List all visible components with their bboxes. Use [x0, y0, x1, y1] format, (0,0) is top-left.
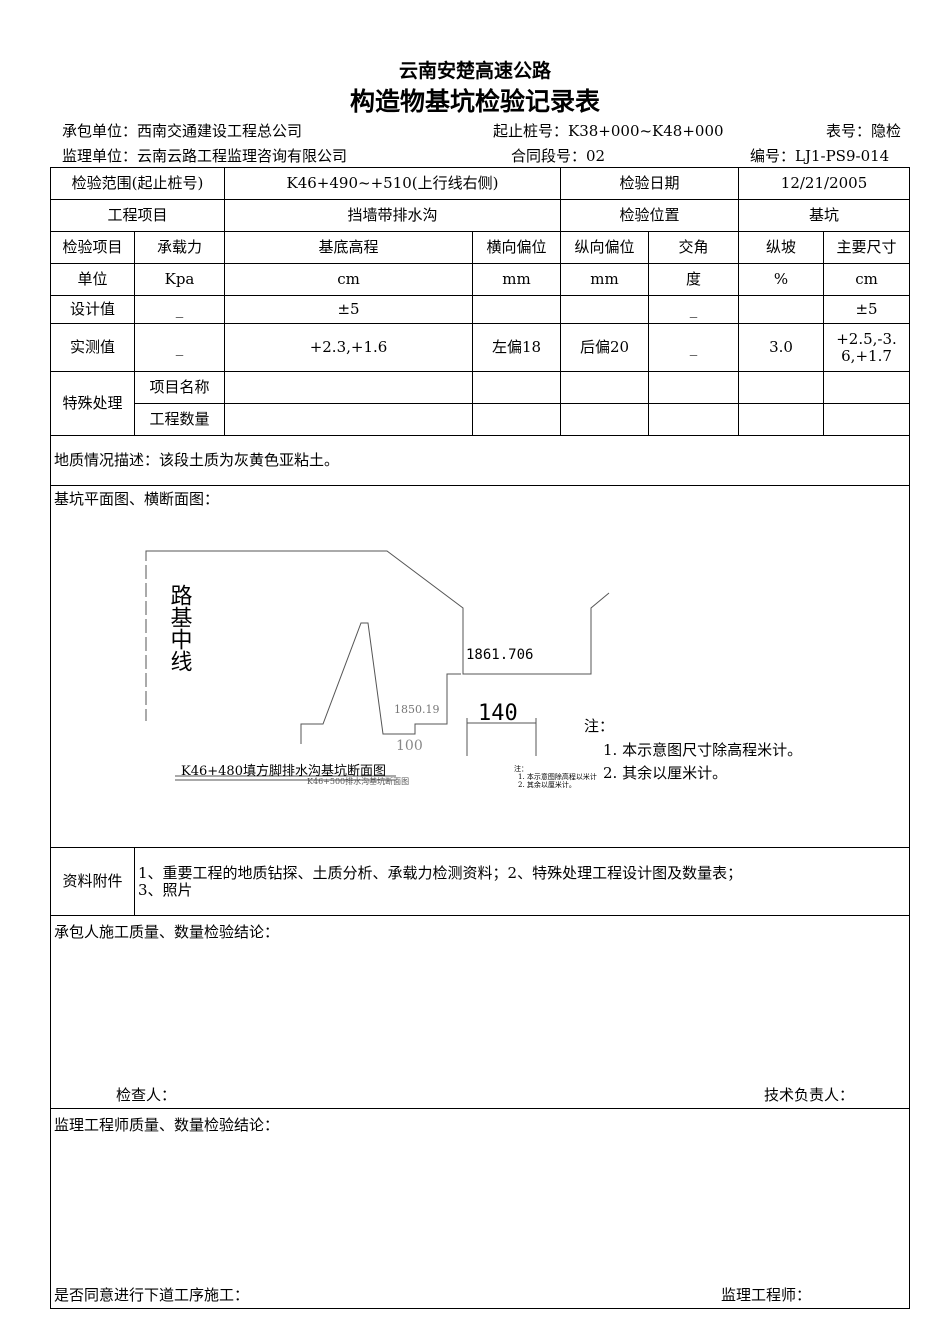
serial-no: 编号：LJ1-PS9-014 — [750, 147, 890, 165]
cell: ±5 — [823, 295, 911, 324]
drawing-label: 基坑平面图、横断面图： — [54, 490, 220, 508]
cell: cm — [823, 263, 911, 296]
position-value: 基坑 — [738, 199, 911, 232]
small-note-title: 注： — [514, 764, 528, 773]
cell — [560, 295, 649, 324]
note-title: 注： — [584, 717, 614, 735]
cell: ±5 — [224, 295, 473, 324]
supervisor: 监理单位：云南云路工程监理咨询有限公司 — [62, 147, 348, 165]
contractor-conclusion: 承包人施工质量、数量检验结论： — [54, 923, 280, 941]
header-cell: 横向偏位 — [472, 231, 561, 264]
header-cell: 交角 — [647, 231, 740, 264]
drawing-cell: 基坑平面图、横断面图： 路基中线 1861.706 1850.19 140 10… — [49, 485, 911, 848]
engineer-label: 监理工程师： — [721, 1286, 812, 1304]
contract-section: 合同段号：02 — [511, 147, 606, 165]
cross-section-drawing: 路基中线 1861.706 1850.19 140 100 K46+480填方脚… — [145, 550, 802, 789]
subtitle: 云南安楚高速公路 — [398, 60, 551, 82]
caption-1: K46+480填方脚排水沟基坑断面图 — [181, 763, 386, 779]
date-value: 12/21/2005 — [738, 167, 911, 200]
tech-lead-label: 技术负责人： — [764, 1086, 855, 1104]
small-note-2: 2. 其余以厘米计。 — [518, 780, 576, 789]
header-cell: 承载力 — [134, 231, 225, 264]
measured-row: 实测值 _ +2.3,+1.6 左偏18 后偏20 _ 3.0 +2.5,-3.6,+1.7 — [50, 323, 911, 372]
cell: Kpa — [134, 263, 225, 296]
cell: 后偏20 — [560, 323, 649, 372]
geology: 地质情况描述：该段土质为灰黄色亚粘土。 — [49, 435, 911, 486]
cell: +2.5,-3.6,+1.7 — [823, 323, 911, 372]
cell: 实测值 — [50, 323, 135, 372]
cell: _ — [134, 295, 225, 324]
note-1: 1. 本示意图尺寸除高程米计。 — [603, 741, 802, 759]
special-name-label: 项目名称 — [134, 371, 225, 404]
caption-2: K46+500排水沟基坑断面图 — [307, 776, 409, 786]
width-100: 100 — [396, 738, 423, 754]
centerline-label: 路基中线 — [167, 584, 193, 672]
attach-text-1: 1、重要工程的地质钻探、土质分析、承载力检测资料；2、特殊处理工程设计图及数量表… — [138, 863, 743, 882]
cell: 设计值 — [50, 295, 135, 324]
cell — [472, 295, 561, 324]
station-range: 起止桩号：K38+000~K48+000 — [493, 122, 724, 140]
cell: _ — [647, 323, 740, 372]
small-note-1: 1. 本示意图除高程以米计 — [518, 772, 597, 781]
cell: cm — [224, 263, 473, 296]
header-cell: 纵向偏位 — [560, 231, 649, 264]
header-cell: 基底高程 — [224, 231, 473, 264]
cell: +2.3,+1.6 — [224, 323, 473, 372]
inspector-label: 检查人： — [116, 1086, 177, 1104]
proceed-label: 是否同意进行下道工序施工： — [54, 1286, 250, 1304]
note-2: 2. 其余以厘米计。 — [603, 764, 727, 782]
page-title: 构造物基坑检验记录表 — [349, 87, 600, 116]
cell: mm — [560, 263, 649, 296]
project-value: 挡墙带排水沟 — [224, 199, 561, 232]
cell: 3.0 — [738, 323, 825, 372]
header-cell: 主要尺寸 — [823, 231, 911, 264]
header-cell: 检验项目 — [50, 231, 135, 264]
attach-text-2: 3、照片 — [138, 880, 193, 899]
cell: 单位 — [50, 263, 135, 296]
width-140: 140 — [478, 701, 518, 726]
cell: _ — [134, 323, 225, 372]
project-label: 工程项目 — [50, 199, 225, 232]
header-row: 检验项目 承载力 基底高程 横向偏位 纵向偏位 交角 纵坡 主要尺寸 — [50, 231, 911, 264]
cell — [738, 295, 825, 324]
cell: 左偏18 — [472, 323, 561, 372]
design-row: 设计值 _ ±5 _ ±5 — [50, 295, 911, 324]
unit-row: 单位 Kpa cm mm mm 度% cm — [50, 263, 911, 296]
range-value: K46+490~+510(上行线右侧) — [224, 167, 561, 200]
special-qty-label: 工程数量 — [134, 403, 225, 436]
header-cell: 纵坡 — [738, 231, 825, 264]
range-label: 检验范围(起止桩号) — [50, 167, 225, 200]
form-no: 表号：隐检 — [826, 122, 902, 140]
cell: 度 — [647, 263, 740, 296]
contractor: 承包单位：西南交通建设工程总公司 — [62, 122, 303, 140]
special-label: 特殊处理 — [50, 371, 135, 436]
position-label: 检验位置 — [559, 199, 740, 232]
elevation-1: 1861.706 — [466, 647, 533, 663]
cell: % — [738, 263, 825, 296]
date-label: 检验日期 — [559, 167, 740, 200]
supervisor-conclusion: 监理工程师质量、数量检验结论： — [54, 1116, 280, 1134]
inspection-table: 检验范围(起止桩号) K46+490~+510(上行线右侧) 检验日期 12/2… — [49, 167, 911, 1309]
elevation-2: 1850.19 — [394, 703, 440, 716]
attach-label: 资料附件 — [50, 847, 135, 916]
cell: _ — [647, 295, 740, 324]
cell: mm — [472, 263, 561, 296]
